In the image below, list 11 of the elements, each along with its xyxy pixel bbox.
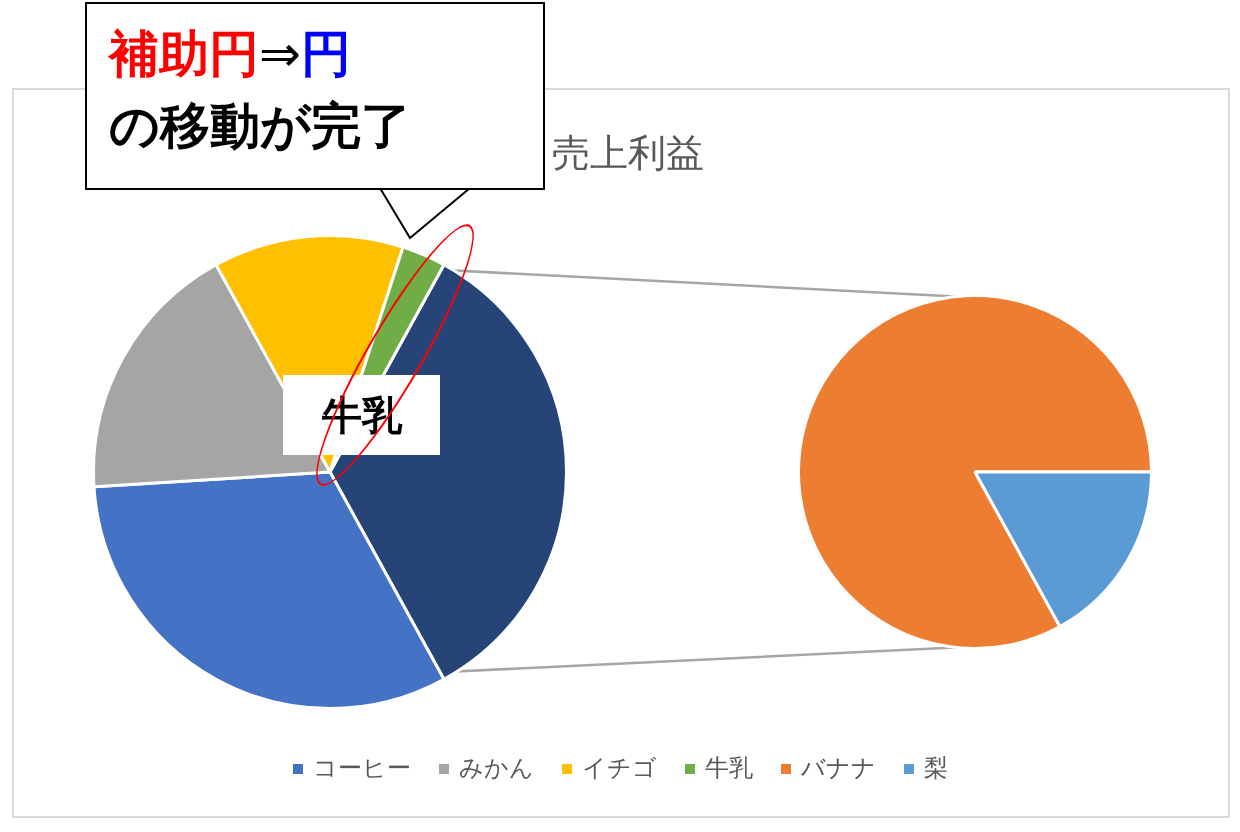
legend-label: イチゴ bbox=[580, 753, 657, 784]
legend-label: 梨 bbox=[922, 753, 948, 784]
text: 円 bbox=[300, 25, 351, 83]
legend-label: バナナ bbox=[799, 753, 876, 784]
chart-title: 売上利益 bbox=[552, 130, 704, 177]
text: 補助円 bbox=[109, 25, 259, 83]
text: の移動が完了 bbox=[109, 96, 412, 157]
legend-label: 牛乳 bbox=[703, 753, 753, 784]
legend-label: みかん bbox=[457, 753, 534, 784]
legend-label: コーヒー bbox=[311, 753, 411, 784]
text: ⇒ bbox=[259, 25, 301, 83]
